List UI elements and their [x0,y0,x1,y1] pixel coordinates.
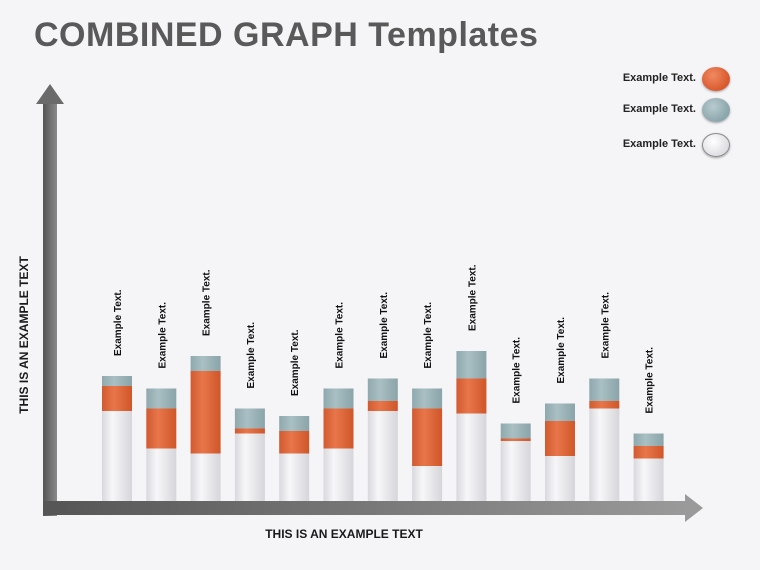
bar-segment-orange [412,408,443,466]
bar-segment-gray [456,351,487,379]
legend-item-gray: Example Text. [600,95,740,125]
bar-segment-orange [102,386,132,411]
bar-segment-white [102,411,132,501]
bar-segment-gray [633,433,664,446]
bar-segment-orange [545,421,575,456]
bar-data-label: Example Text. [290,329,301,396]
page-title: COMBINED GRAPH Templates [34,16,539,54]
bar-segment-white [633,458,664,501]
bar-segment-white [500,441,531,501]
bar-segment-orange [633,446,664,459]
bar-segment-orange [279,431,310,454]
y-axis [36,84,64,516]
bar-data-label: Example Text. [645,347,656,414]
bar-segment-gray [102,376,132,386]
bar-segment-gray [146,388,177,409]
legend-label: Example Text. [622,138,696,150]
bar-segment-white [146,448,177,501]
bar-segment-white [545,456,575,501]
bar-data-label: Example Text. [379,292,390,359]
bar-data-label: Example Text. [246,322,257,389]
bar-segment-orange [323,408,354,449]
bar-segment-gray [367,378,398,401]
bar-data-label: Example Text. [512,337,523,404]
bar-segment-gray [323,388,354,409]
bar-segment-orange [589,401,620,409]
bar-data-label: Example Text. [335,302,346,369]
legend-label: Example Text. [622,103,696,115]
bar-segment-orange [146,408,177,449]
bar-data-label: Example Text. [600,292,611,359]
x-axis-arrow-icon [685,494,703,522]
bar-data-label: Example Text. [556,317,567,384]
legend-swatch-orange [702,67,730,91]
x-axis-label: THIS IS AN EXAMPLE TEXT [265,527,423,541]
bar-segment-gray [190,356,221,371]
legend-item-orange: Example Text. [600,64,740,94]
legend-swatch-white [702,133,730,157]
bar-segment-white [589,408,620,501]
bar-segment-gray [234,408,265,429]
bar-segment-gray [589,378,620,401]
bar-data-label: Example Text. [157,302,168,369]
legend-swatch-gray [702,98,730,122]
bar-data-label: Example Text. [467,264,478,331]
bar-segment-white [412,466,443,501]
bar-segment-orange [190,371,221,454]
y-axis-arrow-icon [36,84,64,104]
bar-data-label: Example Text. [423,302,434,369]
legend-item-white: Example Text. [600,130,740,160]
bar-segment-orange [234,428,265,434]
bar-segment-gray [500,423,531,439]
legend-label: Example Text. [622,72,696,84]
bar-segment-white [279,453,310,501]
bar-segment-orange [367,401,398,411]
bar-data-label: Example Text. [202,269,213,336]
bar-segment-white [190,453,221,501]
bar-segment-orange [500,438,531,441]
bars-group: Example Text. Example Text. Example Text. E… [102,264,664,501]
bar-segment-orange [456,378,487,414]
x-axis [43,494,703,522]
bar-segment-gray [412,388,443,409]
bar-segment-gray [279,416,310,431]
bar-segment-white [456,413,487,501]
bar-segment-white [234,433,265,501]
bar-segment-gray [545,403,575,421]
bar-segment-white [367,411,398,501]
bar-segment-white [323,448,354,501]
bar-data-label: Example Text. [113,289,124,356]
